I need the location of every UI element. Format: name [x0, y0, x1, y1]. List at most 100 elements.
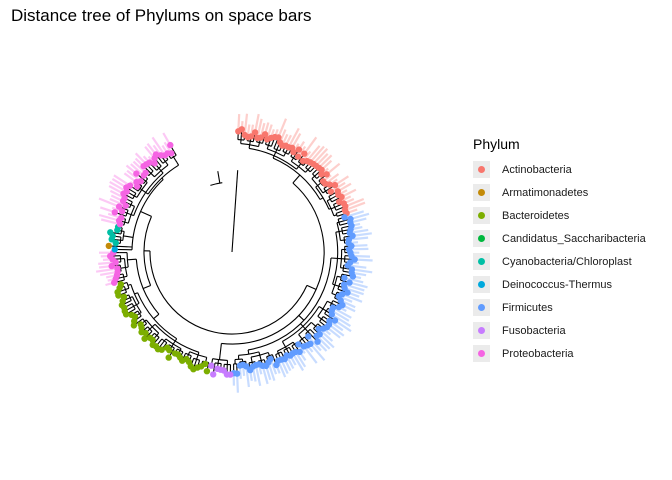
tip-point: [126, 182, 134, 189]
tip-point: [338, 193, 345, 201]
distance-bar: [342, 300, 356, 309]
tree-branch: [281, 341, 286, 348]
legend-key: [473, 161, 490, 178]
tip-point: [107, 229, 114, 236]
distance-bar: [126, 169, 140, 181]
distance-bar: [319, 329, 334, 342]
tree-branch: [124, 221, 129, 224]
distance-bar: [332, 310, 350, 322]
distance-bar: [318, 342, 328, 352]
distance-bar: [326, 173, 340, 184]
distance-bar: [330, 321, 344, 332]
backbone-arc: [149, 250, 308, 335]
distance-bar: [336, 320, 352, 333]
distance-bar: [285, 134, 292, 145]
tip-point: [335, 303, 342, 311]
distance-bar: [350, 236, 369, 241]
distance-bar: [109, 189, 124, 199]
tree-branch: [298, 334, 303, 340]
legend-key: [473, 184, 490, 201]
tree-arc: [137, 292, 177, 340]
distance-bar: [151, 136, 165, 155]
distance-bar: [111, 177, 126, 188]
legend-dot-icon: [478, 166, 485, 173]
distance-bar: [109, 180, 126, 192]
legend-item: Actinobacteria: [473, 158, 646, 181]
legend-item: Proteobacteria: [473, 342, 646, 365]
tree-arc: [305, 167, 311, 173]
distance-bar: [339, 189, 348, 195]
tip-point: [344, 289, 351, 296]
distance-bar: [277, 362, 287, 378]
backbone-arc: [143, 216, 153, 286]
tip-point: [331, 317, 339, 324]
tree-branch: [149, 326, 153, 330]
distance-bar: [352, 226, 363, 231]
tip-point: [295, 146, 303, 153]
distance-bar: [317, 336, 331, 350]
tip-point: [349, 273, 357, 280]
tree-branch: [173, 156, 176, 161]
distance-bar: [345, 197, 355, 204]
distance-bar: [298, 345, 306, 354]
tree-branch: [145, 180, 148, 183]
legend-label: Armatimonadetes: [502, 186, 589, 199]
tree-branch: [315, 185, 319, 188]
tree-arc: [251, 351, 269, 358]
tree-arc: [282, 150, 289, 155]
distance-bar: [282, 133, 289, 145]
tip-point: [295, 341, 302, 348]
distance-bar: [320, 334, 335, 349]
tree-branch: [311, 175, 315, 180]
tip-point: [115, 203, 123, 210]
tip-point: [331, 181, 339, 189]
tree-arc: [129, 201, 133, 208]
distance-bar: [266, 124, 273, 138]
legend-label: Deinococcus-Thermus: [502, 278, 613, 291]
legend-key: [473, 299, 490, 316]
legend-dot-icon: [478, 235, 485, 242]
tip-point: [236, 362, 244, 369]
legend-label: Actinobacteria: [502, 163, 572, 176]
legend-dot-icon: [478, 327, 485, 334]
legend-item: Deinococcus-Thermus: [473, 273, 646, 296]
distance-bar: [310, 145, 325, 162]
tree-branch: [130, 204, 135, 207]
legend-dot-icon: [478, 281, 485, 288]
tree-branch: [134, 292, 138, 295]
tree-branch: [310, 321, 316, 327]
tip-point: [105, 242, 113, 250]
distance-bar: [242, 366, 246, 377]
tree-branch: [296, 166, 300, 170]
distance-bar: [98, 213, 118, 222]
legend-key: [473, 276, 490, 293]
distance-bar: [125, 164, 136, 174]
distance-bar: [349, 264, 367, 269]
tree-arc: [298, 322, 312, 335]
distance-bar: [304, 347, 318, 364]
tree-branch: [145, 192, 149, 195]
distance-bar: [298, 145, 307, 156]
tip-point: [165, 354, 172, 361]
tree-arc: [312, 173, 318, 179]
distance-bar: [111, 206, 121, 212]
backbone-branch: [292, 174, 301, 184]
tree-arc: [275, 351, 282, 356]
distance-bar: [147, 155, 155, 163]
tree-branch: [298, 163, 302, 167]
tree-arc: [154, 164, 169, 178]
tree-branch: [317, 182, 322, 186]
tree-arc: [212, 358, 228, 361]
tree-branch: [125, 287, 130, 291]
legend-key: [473, 230, 490, 247]
distance-bar: [293, 143, 300, 151]
distance-bar: [352, 212, 370, 220]
tree-branch: [134, 195, 138, 198]
distance-bar: [237, 114, 241, 130]
distance-bar: [258, 366, 263, 375]
distance-bar: [132, 160, 145, 173]
legend-title: Phylum: [473, 136, 520, 152]
distance-bar: [307, 145, 321, 161]
tip-point: [323, 171, 330, 178]
distance-bar: [346, 277, 364, 284]
